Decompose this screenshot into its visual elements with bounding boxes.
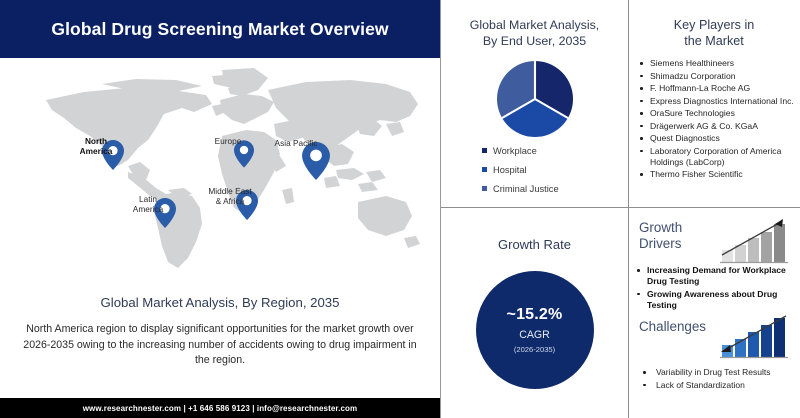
end-user-pie-panel: Global Market Analysis, By End User, 2035…	[441, 0, 628, 207]
world-map-graphic	[46, 68, 420, 268]
growth-rate-metric: CAGR	[519, 329, 550, 341]
list-item: Siemens Healthineers	[637, 58, 795, 69]
vertical-divider	[628, 0, 629, 418]
list-item: F. Hoffmann-La Roche AG	[637, 83, 795, 94]
list-item: Quest Diagnostics	[637, 133, 795, 144]
list-item: Lack of Standardization	[634, 380, 794, 391]
list-item: Shimadzu Corporation	[637, 71, 795, 82]
list-item: Variability in Drug Test Results	[634, 367, 794, 378]
growth-drivers-bar-chart	[718, 217, 790, 270]
footer-contact-text: www.researchnester.com | +1 646 586 9123…	[82, 403, 358, 413]
growth-drivers-list: Increasing Demand for Workplace Drug Tes…	[634, 265, 794, 312]
pie-chart	[441, 58, 628, 140]
list-item: Express Diagnostics International Inc.	[637, 96, 795, 107]
ascending-bars-blue-icon	[720, 315, 788, 359]
map-pin-label: Europe	[214, 136, 242, 146]
pie-panel-title: Global Market Analysis, By End User, 2035	[469, 18, 600, 48]
list-item: Laboratory Corporation of America Holdin…	[637, 146, 795, 169]
region-analysis-description: North America region to display signific…	[23, 323, 417, 366]
pie-legend: Workplace Hospital Criminal Justice	[482, 141, 632, 198]
list-item: OraSure Technologies	[637, 108, 795, 119]
location-pin-icon	[102, 140, 124, 170]
growth-rate-panel: Growth Rate ~15.2% CAGR (2026-2035)	[441, 207, 628, 418]
legend-swatch-icon	[482, 148, 487, 153]
key-players-title: Key Players in the Market	[673, 18, 755, 48]
location-pin-icon	[302, 142, 330, 180]
key-players-panel: Key Players in the Market Siemens Healthi…	[628, 0, 800, 207]
challenges-title: Challenges	[639, 319, 706, 334]
location-pin-icon	[154, 198, 176, 228]
location-pin-icon	[236, 190, 258, 220]
list-item: Increasing Demand for Workplace Drug Tes…	[634, 265, 794, 287]
map-pin-label: North America	[79, 136, 113, 156]
ascending-bars-gray-icon	[720, 219, 788, 264]
left-panel: Global Drug Screening Market Overview	[0, 0, 441, 418]
list-item: Thermo Fisher Scientific	[637, 169, 795, 180]
list-item: Growing Awareness about Drug Testing	[634, 289, 794, 311]
legend-swatch-icon	[482, 186, 487, 191]
map-pin-label: Asia Pacific	[274, 138, 318, 148]
world-map: North America Europe Asia Pacific	[0, 58, 440, 280]
legend-label: Hospital	[493, 164, 527, 175]
footer-bar: www.researchnester.com | +1 646 586 9123…	[0, 398, 440, 418]
legend-label: Workplace	[493, 145, 537, 156]
list-item: Drägerwerk AG & Co. KGaA	[637, 121, 795, 132]
page-title: Global Drug Screening Market Overview	[51, 18, 389, 39]
legend-swatch-icon	[482, 167, 487, 172]
legend-item-criminal-justice: Criminal Justice	[482, 179, 632, 198]
horizontal-divider	[441, 207, 800, 208]
growth-rate-value: ~15.2%	[506, 306, 563, 323]
map-pin-label: Latin America	[132, 194, 164, 214]
key-players-list: Siemens Healthineers Shimadzu Corporatio…	[637, 58, 795, 182]
growth-rate-circle: ~15.2% CAGR (2026-2035)	[475, 271, 594, 389]
growth-rate-period: (2026-2035)	[513, 345, 556, 354]
challenges-list: Variability in Drug Test Results Lack of…	[634, 367, 794, 392]
growth-drivers-title: Growth Drivers	[639, 220, 683, 251]
map-pin-label: Middle East & Africa	[208, 186, 252, 206]
location-pin-icon	[234, 140, 254, 168]
title-banner: Global Drug Screening Market Overview	[0, 0, 440, 58]
pie-chart-graphic	[496, 61, 573, 137]
legend-item-hospital: Hospital	[482, 160, 632, 179]
region-analysis-heading: Global Market Analysis, By Region, 2035	[100, 295, 340, 310]
growth-rate-title: Growth Rate	[498, 237, 571, 252]
drivers-challenges-panel: Growth Drivers Increasing Demand for Work…	[628, 207, 800, 418]
legend-item-workplace: Workplace	[482, 141, 632, 160]
legend-label: Criminal Justice	[493, 183, 559, 194]
challenges-bar-chart	[718, 312, 790, 365]
